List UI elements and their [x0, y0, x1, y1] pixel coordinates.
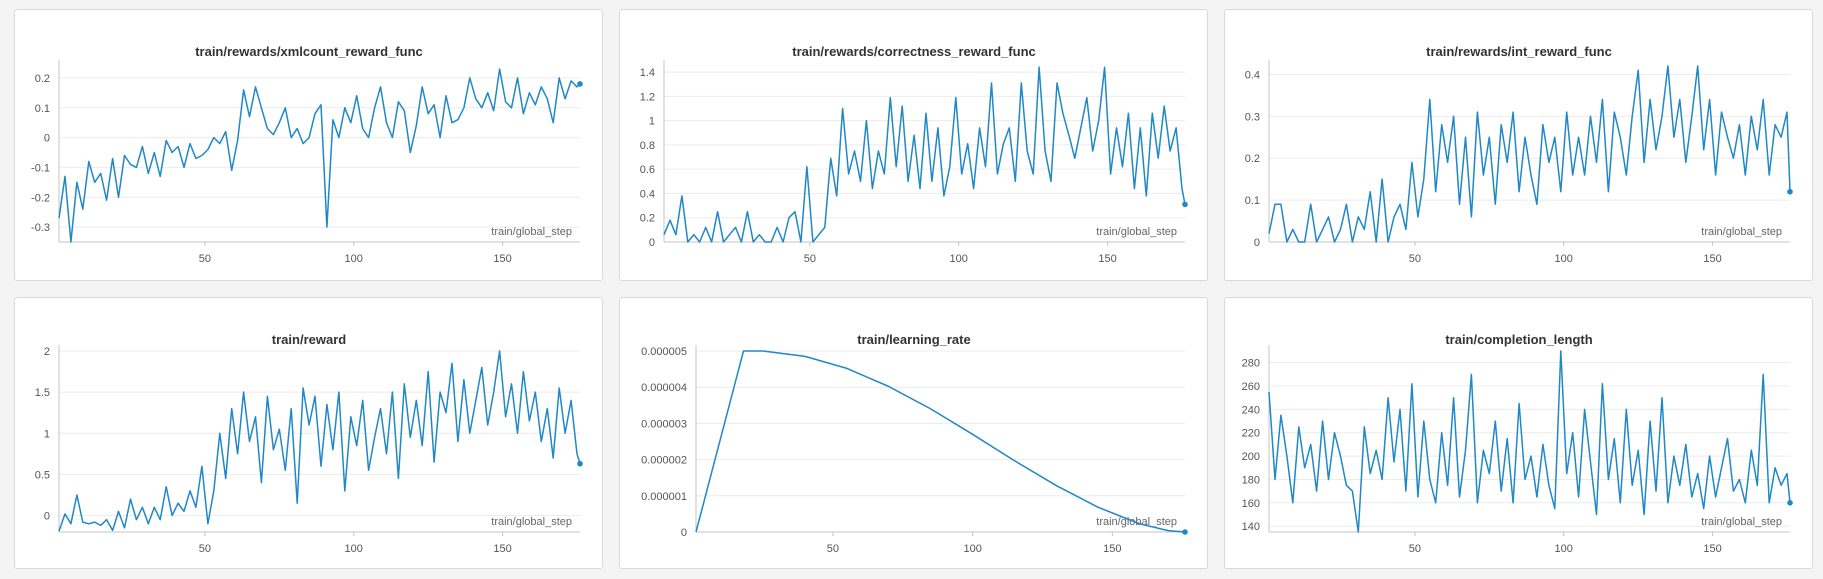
chart-title: train/completion_length: [1445, 332, 1592, 347]
y-tick-label: 1.4: [640, 67, 655, 79]
x-tick-label: 50: [199, 543, 211, 555]
x-tick-label: 100: [950, 253, 968, 265]
x-tick-label: 50: [1409, 253, 1421, 265]
x-tick-label: 150: [1703, 253, 1721, 265]
y-tick-label: 0.2: [1245, 153, 1260, 165]
y-tick-label: 200: [1242, 451, 1260, 463]
y-tick-label: 1.5: [35, 387, 50, 399]
chart-panel-learning-rate: train/learning_rate 0 0.000001 0.000002 0.00…: [619, 297, 1208, 569]
last-point-marker: [1787, 188, 1793, 195]
x-tick-label: 150: [493, 253, 511, 265]
y-tick-label: 0: [649, 237, 655, 249]
y-tick-label: -0.2: [31, 192, 50, 204]
line-chart-int-reward: train/rewards/int_reward_func 0 0.1 0.2 0.3 0…: [1245, 44, 1793, 265]
y-tick-label: 0.000004: [641, 382, 687, 394]
y-tick-label: 1.2: [640, 91, 655, 103]
x-tick-label: 100: [963, 543, 981, 555]
series-line: [695, 350, 1186, 533]
chart-title: train/reward: [272, 332, 346, 347]
y-tick-label: 0: [44, 511, 50, 523]
chart-panel-int-reward: train/rewards/int_reward_func 0 0.1 0.2 0.3 0…: [1224, 9, 1813, 281]
line-chart-xmlcount-reward: train/rewards/xmlcount_reward_func -0.3 -0…: [31, 44, 583, 265]
line-chart-learning-rate: train/learning_rate 0 0.000001 0.000002 0.00…: [641, 332, 1188, 555]
y-tick-label: -0.3: [31, 222, 50, 234]
y-tick-label: 0: [44, 133, 50, 145]
x-tick-label: 100: [1555, 253, 1573, 265]
chart-title: train/rewards/int_reward_func: [1426, 44, 1612, 59]
chart-panel-reward: train/reward 0 0.5 1 1.5 2 50 100 150 train/globa…: [14, 297, 603, 569]
last-point-marker: [1182, 201, 1188, 208]
y-tick-label: 240: [1242, 404, 1260, 416]
y-tick-label: 0: [681, 527, 687, 539]
x-tick-label: 150: [1103, 543, 1121, 555]
y-tick-label: 220: [1242, 428, 1260, 440]
y-tick-label: 0.2: [640, 213, 655, 225]
y-tick-label: 0.000005: [641, 346, 687, 358]
chart-panel-xmlcount-reward: train/rewards/xmlcount_reward_func -0.3 -0…: [14, 9, 603, 281]
chart-panel-completion-length: train/completion_length 140 160 180 200 220 24…: [1224, 297, 1813, 569]
y-tick-label: 1: [649, 116, 655, 128]
y-tick-label: 0.1: [1245, 195, 1260, 207]
x-axis-label: train/global_step: [1701, 516, 1782, 528]
x-tick-label: 100: [345, 543, 363, 555]
y-tick-label: -0.1: [31, 162, 50, 174]
series-line: [1268, 350, 1791, 533]
chart-title: train/learning_rate: [857, 332, 970, 347]
chart-panel-correctness-reward: train/rewards/correctness_reward_func 0 0.…: [619, 9, 1208, 281]
x-tick-label: 100: [1555, 543, 1573, 555]
y-tick-label: 0.000003: [641, 418, 687, 430]
x-axis-label: train/global_step: [491, 516, 572, 528]
y-tick-label: 0.4: [1245, 69, 1260, 81]
y-tick-label: 0.6: [640, 164, 655, 176]
line-chart-completion-length: train/completion_length 140 160 180 200 220 24…: [1242, 332, 1793, 555]
x-tick-label: 50: [199, 253, 211, 265]
x-tick-label: 150: [493, 543, 511, 555]
chart-title: train/rewards/xmlcount_reward_func: [195, 44, 423, 59]
y-tick-label: 180: [1242, 474, 1260, 486]
y-tick-label: 280: [1242, 358, 1260, 370]
x-tick-label: 150: [1098, 253, 1116, 265]
y-tick-label: 260: [1242, 381, 1260, 393]
y-tick-label: 0.1: [35, 103, 50, 115]
series-line: [58, 350, 581, 532]
series-line: [1268, 65, 1791, 243]
x-axis-label: train/global_step: [1701, 226, 1782, 238]
x-tick-label: 100: [345, 253, 363, 265]
last-point-marker: [577, 81, 583, 87]
y-tick-label: 0.5: [35, 469, 50, 481]
series-line: [663, 66, 1186, 243]
x-axis-label: train/global_step: [1096, 226, 1177, 238]
x-tick-label: 50: [827, 543, 839, 555]
series-line: [58, 68, 581, 243]
x-axis-label: train/global_step: [491, 226, 572, 238]
y-tick-label: 0.3: [1245, 111, 1260, 123]
y-tick-label: 0.000002: [641, 455, 687, 467]
y-tick-label: 160: [1242, 498, 1260, 510]
line-chart-reward: train/reward 0 0.5 1 1.5 2 50 100 150 train/globa…: [35, 332, 583, 555]
y-tick-label: 140: [1242, 521, 1260, 533]
y-tick-label: 0.2: [35, 73, 50, 85]
y-tick-label: 2: [44, 346, 50, 358]
x-tick-label: 50: [804, 253, 816, 265]
line-chart-correctness-reward: train/rewards/correctness_reward_func 0 0.…: [640, 44, 1188, 265]
y-tick-label: 1: [44, 428, 50, 440]
chart-title: train/rewards/correctness_reward_func: [792, 44, 1036, 59]
y-tick-label: 0: [1254, 237, 1260, 249]
last-point-marker: [1182, 529, 1188, 535]
y-tick-label: 0.000001: [641, 491, 687, 503]
y-tick-label: 0.8: [640, 140, 655, 152]
last-point-marker: [577, 460, 583, 467]
x-tick-label: 150: [1703, 543, 1721, 555]
last-point-marker: [1787, 500, 1793, 506]
x-tick-label: 50: [1409, 543, 1421, 555]
y-tick-label: 0.4: [640, 188, 655, 200]
